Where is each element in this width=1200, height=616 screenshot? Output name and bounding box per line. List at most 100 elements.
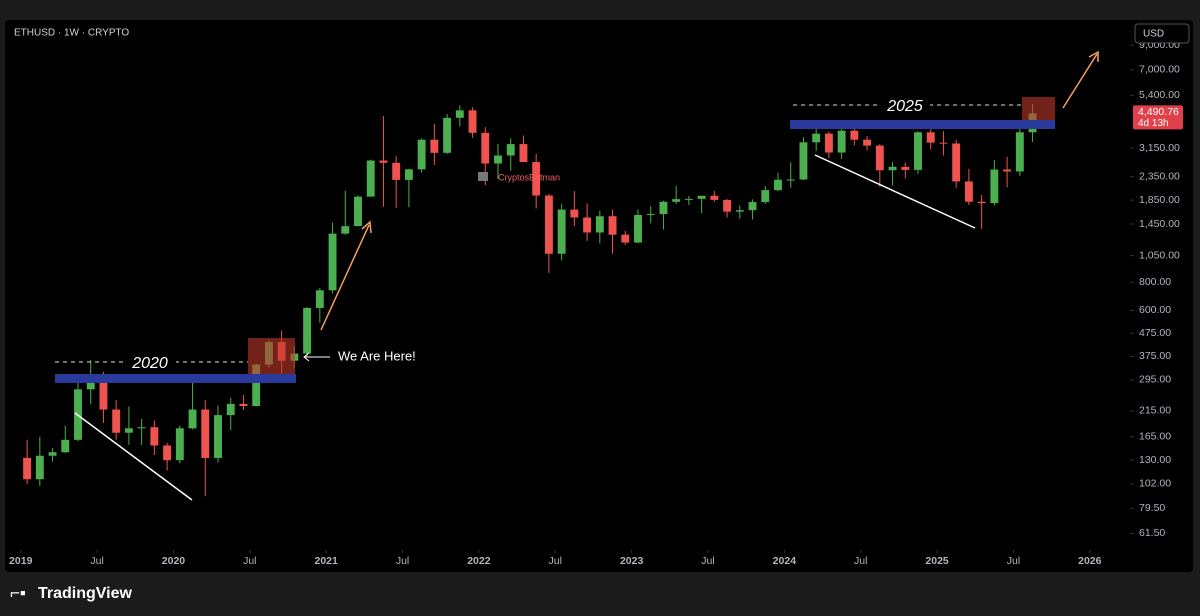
candle-body	[595, 216, 604, 233]
candle-body	[366, 160, 375, 197]
candle-body	[455, 110, 464, 118]
candle-body	[939, 142, 948, 144]
candle-body	[672, 199, 681, 202]
x-tick-label: Jul	[243, 555, 256, 567]
breakout-box	[1022, 97, 1055, 120]
candle-body	[583, 217, 592, 233]
resistance-band	[790, 120, 1055, 129]
x-tick-label: 2023	[620, 555, 644, 567]
currency-button[interactable]	[1134, 23, 1190, 44]
arrow-head	[361, 220, 372, 234]
y-tick-label: 3,150.00	[1139, 142, 1180, 154]
candle-body	[188, 409, 197, 429]
x-tick-label: Jul	[396, 555, 409, 567]
y-tick-label: 165.00	[1139, 431, 1171, 443]
candle-body	[214, 415, 222, 458]
candle-body	[964, 181, 973, 202]
candle-body	[710, 195, 719, 200]
candle-body	[723, 199, 732, 212]
watermark-icon	[478, 172, 488, 181]
plot-background	[5, 20, 1193, 572]
candle-body	[175, 428, 184, 461]
y-tick-label: 215.00	[1139, 405, 1171, 417]
logo: TradingView	[38, 585, 133, 602]
candle-body	[506, 144, 515, 156]
y-tick-label: 295.00	[1139, 374, 1171, 386]
candle-body	[621, 234, 630, 243]
x-tick-label: Jul	[854, 555, 867, 567]
candle-body	[914, 132, 922, 170]
x-tick-label: 2020	[162, 555, 186, 567]
candle-body	[48, 452, 57, 456]
candle-body	[659, 201, 668, 215]
x-tick-label: Jul	[1007, 555, 1020, 567]
year-label: 2020	[131, 355, 168, 372]
label-bg	[880, 97, 930, 115]
candle-body	[150, 427, 159, 446]
x-tick-label: 2022	[467, 555, 491, 567]
candle-body	[863, 139, 872, 146]
candle-body	[404, 169, 413, 180]
y-tick-label: 130.00	[1139, 454, 1171, 466]
candle-body	[1003, 169, 1012, 172]
candle-body	[124, 428, 133, 433]
candle-body	[201, 409, 210, 458]
candle-body	[837, 130, 846, 153]
y-tick-label: 1,050.00	[1139, 249, 1180, 261]
candle-body	[646, 214, 655, 216]
y-tick-label: 79.50	[1139, 502, 1165, 514]
logo-mark: ⌐▪	[10, 583, 26, 602]
candle-body	[417, 139, 426, 170]
candle-body	[684, 198, 693, 200]
candle-body	[748, 202, 757, 211]
countdown: 4d 13h	[1138, 118, 1169, 129]
candle-body	[799, 142, 808, 180]
x-tick-label: 2026	[1078, 555, 1102, 567]
x-tick-label: 2019	[9, 555, 33, 567]
candle-body	[112, 409, 121, 433]
candle-body	[86, 381, 95, 390]
y-tick-label: 102.00	[1139, 478, 1171, 490]
candle-body	[761, 190, 770, 203]
candle-body	[532, 162, 541, 196]
currency-label[interactable]: USD	[1143, 29, 1164, 40]
chart-title: ETHUSD · 1W · CRYPTO	[14, 28, 129, 39]
candle-body	[163, 445, 172, 461]
candle-body	[697, 195, 706, 199]
arrow	[320, 224, 370, 331]
x-tick-label: 2024	[773, 555, 797, 567]
pointer-arrow-head	[303, 352, 310, 362]
candle-body	[481, 132, 490, 164]
y-tick-label: 800.00	[1139, 276, 1171, 288]
breakout-box	[248, 338, 295, 374]
candle-body	[735, 210, 744, 212]
candle-body	[990, 169, 999, 204]
candle-body	[544, 195, 553, 254]
candle-body	[901, 166, 910, 170]
candle-body	[341, 226, 350, 234]
y-tick-label: 1,450.00	[1139, 218, 1180, 230]
x-tick-label: Jul	[90, 555, 103, 567]
candle-body	[888, 166, 897, 171]
candle-body	[354, 196, 362, 227]
candle-body	[392, 162, 401, 180]
y-tick-label: 2,350.00	[1139, 171, 1180, 183]
y-tick-label: 61.50	[1139, 527, 1165, 539]
x-tick-label: 2025	[925, 555, 949, 567]
year-label: 2025	[886, 98, 923, 115]
candle-body	[952, 143, 961, 182]
y-tick-label: 475.00	[1139, 327, 1171, 339]
arrow	[1062, 53, 1098, 109]
price-label-bg	[1133, 105, 1183, 130]
candle-body	[303, 307, 312, 354]
candle-body	[1015, 132, 1024, 172]
candle-body	[926, 132, 935, 143]
candle-body	[23, 457, 32, 480]
candle-body	[137, 427, 146, 429]
annotation-text: We Are Here!	[338, 348, 416, 363]
candle-body	[494, 155, 502, 164]
candle-body	[226, 403, 235, 416]
candle-body	[786, 179, 795, 181]
candle-body	[379, 160, 388, 163]
